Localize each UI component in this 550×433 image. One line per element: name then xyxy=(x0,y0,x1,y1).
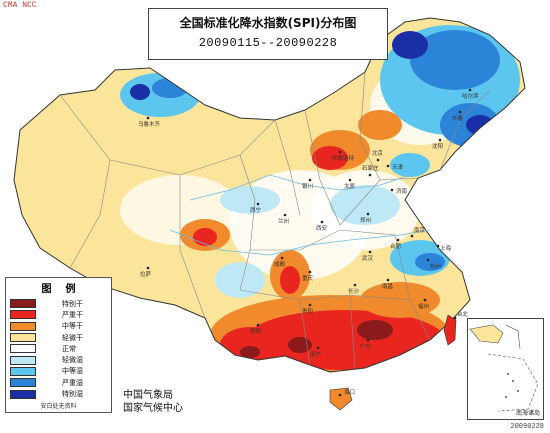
legend-swatch xyxy=(10,321,36,331)
city-markers: 乌鲁木齐 呼和浩特 西宁 兰州 银川 太原 石家庄 北京 天津 济南 郑州 西安… xyxy=(138,88,479,397)
city-label-changchun: 长春 xyxy=(452,114,464,122)
city-label-urumqi: 乌鲁木齐 xyxy=(138,120,161,128)
inset-map xyxy=(469,324,539,412)
legend-label: 严重干 xyxy=(62,310,83,319)
city-label-xian: 西安 xyxy=(316,224,328,232)
city-label-jinan: 济南 xyxy=(396,187,408,195)
watermark: CMA NCC xyxy=(3,1,37,10)
date-range: 20090115--20090228 xyxy=(198,36,338,50)
legend-label: 轻微湿 xyxy=(62,356,83,365)
legend-row: 严重湿 xyxy=(6,377,111,388)
city-label-guangzhou: 广州 xyxy=(360,342,371,350)
legend: 图例 特别干严重干中等干轻微干正常轻微湿中等湿严重湿特别湿 安白处无资料 xyxy=(5,277,112,413)
legend-row: 特别湿 xyxy=(6,388,111,399)
legend-swatch xyxy=(10,366,36,376)
city-label-fuzhou: 福州 xyxy=(418,302,429,310)
city-label-lanzhou: 兰州 xyxy=(278,217,289,225)
organization: 中国气象局 国家气候中心 xyxy=(123,389,183,415)
city-label-chongqing: 重庆 xyxy=(302,274,314,282)
legend-label: 特别湿 xyxy=(62,390,83,399)
city-label-shijiazhuang: 石家庄 xyxy=(362,164,379,172)
legend-row: 正常 xyxy=(6,343,111,354)
legend-swatch xyxy=(10,310,36,320)
legend-label: 严重湿 xyxy=(62,378,83,387)
city-label-beijing: 北京 xyxy=(372,149,384,157)
city-label-changsha: 长沙 xyxy=(348,287,360,295)
map-title: 全国标准化降水指数(SPI)分布图 xyxy=(179,16,357,30)
legend-row: 特别干 xyxy=(6,298,111,309)
city-label-nanjing: 南京 xyxy=(414,226,426,234)
legend-row: 中等湿 xyxy=(6,366,111,377)
rivers xyxy=(169,174,431,256)
legend-label: 正常 xyxy=(62,344,76,353)
legend-label: 中等湿 xyxy=(62,367,83,376)
city-label-chengdu: 成都 xyxy=(274,260,286,268)
city-label-hangzhou: 杭州 xyxy=(430,262,441,270)
legend-swatch xyxy=(10,299,36,309)
south-china-sea-inset: 南海诸岛 xyxy=(467,318,544,420)
city-label-harbin: 哈尔滨 xyxy=(462,92,479,100)
legend-swatch xyxy=(10,378,36,388)
city-label-lhasa: 拉萨 xyxy=(140,270,152,278)
city-label-nanchang: 南昌 xyxy=(382,282,393,290)
city-label-xining: 西宁 xyxy=(250,206,262,214)
title-box: 全国标准化降水指数(SPI)分布图 20090115--20090228 xyxy=(148,8,388,60)
city-label-guiyang: 贵阳 xyxy=(302,307,313,315)
legend-footnote: 安白处无资料 xyxy=(40,403,77,410)
legend-swatch xyxy=(10,389,36,399)
city-label-hefei: 合肥 xyxy=(390,242,402,250)
china-border xyxy=(13,17,526,373)
city-label-shanghai: 上海 xyxy=(440,244,452,252)
legend-swatch xyxy=(10,333,36,343)
city-label-hohhot: 呼和浩特 xyxy=(332,154,355,162)
city-label-wuhan: 武汉 xyxy=(362,254,374,262)
legend-row: 严重干 xyxy=(6,309,111,320)
legend-title: 图例 xyxy=(41,284,90,295)
org-ncc: 国家气候中心 xyxy=(123,403,183,414)
hainan-island xyxy=(329,387,353,411)
legend-label: 中等干 xyxy=(62,322,83,331)
city-label-shenyang: 沈阳 xyxy=(432,142,443,150)
city-label-tianjin: 天津 xyxy=(392,164,404,171)
date-stamp: 20090228 xyxy=(510,423,544,431)
legend-swatch xyxy=(10,355,36,365)
city-label-kunming: 昆明 xyxy=(250,328,262,335)
city-label-taiyuan: 太原 xyxy=(344,182,356,190)
org-cma: 中国气象局 xyxy=(123,390,173,401)
city-label-zhengzhou: 郑州 xyxy=(360,216,371,224)
legend-row: 轻微干 xyxy=(6,332,111,343)
legend-row: 轻微湿 xyxy=(6,354,111,365)
legend-rows: 特别干严重干中等干轻微干正常轻微湿中等湿严重湿特别湿 xyxy=(6,298,111,400)
province-boundaries xyxy=(59,71,491,369)
city-label-nanning: 南宁 xyxy=(310,350,322,358)
city-label-taipei: 台北 xyxy=(457,310,469,318)
city-label-haikou: 海口 xyxy=(344,388,355,396)
city-label-yinchuan: 银川 xyxy=(302,182,313,190)
legend-row: 中等干 xyxy=(6,321,111,332)
legend-label: 轻微干 xyxy=(62,333,83,342)
inset-label: 南海诸岛 xyxy=(515,410,540,417)
legend-swatch xyxy=(10,344,36,354)
legend-label: 特别干 xyxy=(62,299,83,308)
